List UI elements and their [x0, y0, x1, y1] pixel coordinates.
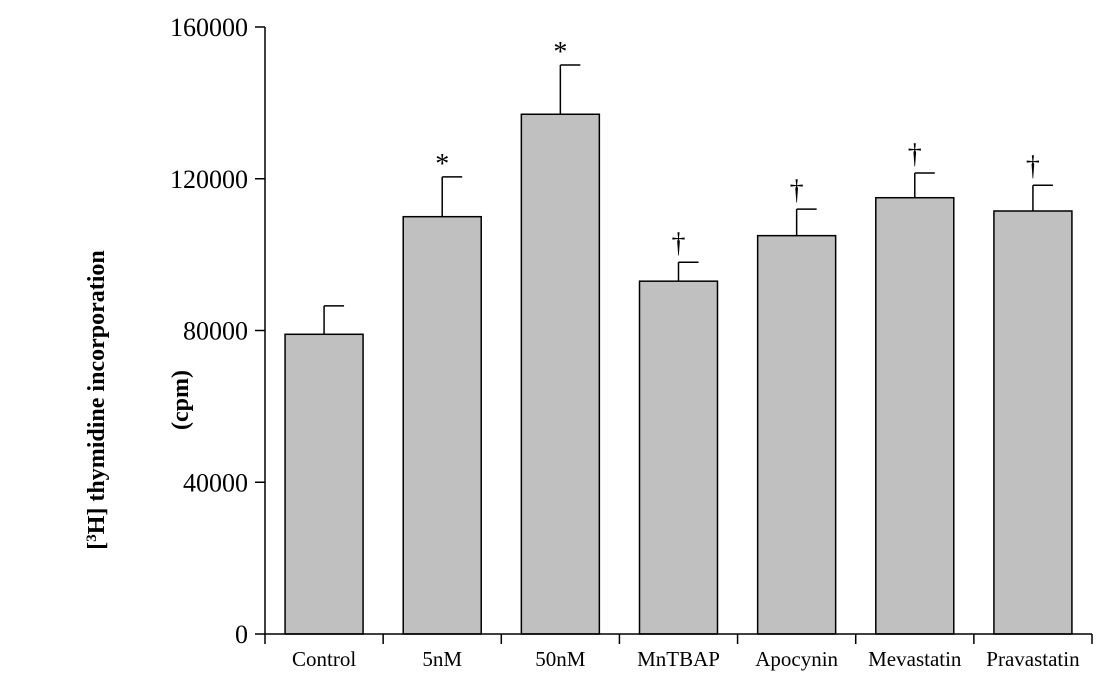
x-category-label: Mevastatin	[868, 647, 962, 671]
bar	[402, 215, 482, 635]
bar	[520, 113, 601, 635]
x-category-label: Control	[292, 647, 356, 671]
y-axis-label-line2: (cpm)	[168, 370, 194, 430]
bar	[993, 210, 1073, 635]
y-tick-label: 0	[235, 620, 248, 649]
y-tick-label: 120000	[170, 165, 248, 194]
significance-mark: †	[908, 139, 922, 170]
error-bars-group: * * † † † †	[323, 37, 1053, 335]
y-axis-label: [3H] thymidine incorporation (cpm)	[84, 250, 194, 550]
significance-mark: †	[790, 175, 804, 206]
significance-mark: †	[672, 228, 686, 259]
bar	[875, 196, 955, 635]
x-category-label: Apocynin	[755, 647, 838, 671]
bar	[284, 333, 364, 635]
x-category-label: 5nM	[422, 647, 462, 671]
bars-group	[284, 113, 1073, 635]
x-category-label: 50nM	[535, 647, 586, 671]
significance-mark: †	[1026, 151, 1040, 182]
y-axis-label-text: H] thymidine incorporation	[84, 250, 110, 534]
significance-mark: *	[553, 37, 567, 68]
y-tick-label: 160000	[170, 13, 248, 42]
significance-mark: *	[435, 149, 449, 180]
x-category-label: Pravastatin	[986, 647, 1080, 671]
y-axis: 0 40000 80000 120000 160000	[170, 13, 266, 649]
y-tick-label: 80000	[183, 317, 248, 346]
y-axis-label-bracket: [	[84, 542, 110, 550]
x-axis: Control 5nM 50nM MnTBAP Apocynin Mevastatin Pr…	[264, 633, 1093, 671]
y-tick-label: 40000	[183, 468, 248, 497]
bar	[638, 280, 719, 635]
y-axis-label-line1: [3H] thymidine incorporation	[84, 250, 110, 550]
bar	[756, 234, 837, 635]
x-category-label: MnTBAP	[637, 647, 720, 671]
y-axis-label-superscript: 3	[84, 534, 100, 542]
